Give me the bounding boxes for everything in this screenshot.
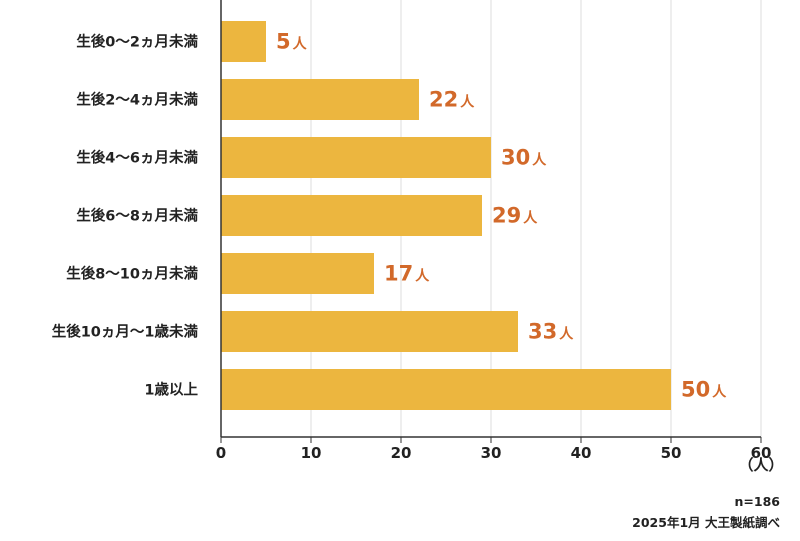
- sample-size-note: n=186: [734, 494, 780, 509]
- x-axis-unit-label: （人）: [738, 456, 783, 474]
- category-label: 1歳以上: [144, 381, 198, 399]
- category-labels: 生後0〜2ヵ月未満生後2〜4ヵ月未満生後4〜6ヵ月未満生後6〜8ヵ月未満生後8〜…: [52, 33, 199, 399]
- category-label: 生後0〜2ヵ月未満: [76, 33, 198, 51]
- bars: [221, 21, 671, 410]
- x-tick-label: 40: [571, 444, 592, 462]
- bar: [221, 79, 419, 120]
- source-note: 2025年1月 大王製紙調べ: [632, 515, 780, 530]
- gridlines: [310, 0, 762, 437]
- axes: [220, 0, 762, 443]
- data-label: 50 人: [681, 378, 727, 402]
- category-label: 生後10ヵ月〜1歳未満: [52, 323, 199, 341]
- bar: [221, 311, 518, 352]
- bar: [221, 21, 266, 62]
- data-label: 17 人: [384, 262, 430, 286]
- data-label: 33 人: [528, 320, 574, 344]
- data-label: 30 人: [501, 146, 547, 170]
- value-labels: 5 人 22 人 30 人 29 人 17 人 33 人 50 人: [276, 30, 727, 402]
- tick-labels: 0 10 20 30 40 50 60: [216, 444, 772, 462]
- bar: [221, 369, 671, 410]
- category-label: 生後6〜8ヵ月未満: [76, 207, 198, 225]
- data-label: 22 人: [429, 88, 475, 112]
- x-tick-label: 50: [661, 444, 682, 462]
- x-tick-label: 60: [751, 444, 772, 462]
- x-tick-label: 20: [391, 444, 412, 462]
- category-label: 生後8〜10ヵ月未満: [66, 265, 198, 283]
- data-label: 29 人: [492, 204, 538, 228]
- category-label: 生後2〜4ヵ月未満: [76, 91, 198, 109]
- bar: [221, 195, 482, 236]
- x-tick-label: 0: [216, 444, 226, 462]
- x-tick-label: 10: [301, 444, 322, 462]
- bar: [221, 253, 374, 294]
- bar: [221, 137, 491, 178]
- category-label: 生後4〜6ヵ月未満: [76, 149, 198, 167]
- x-tick-label: 30: [481, 444, 502, 462]
